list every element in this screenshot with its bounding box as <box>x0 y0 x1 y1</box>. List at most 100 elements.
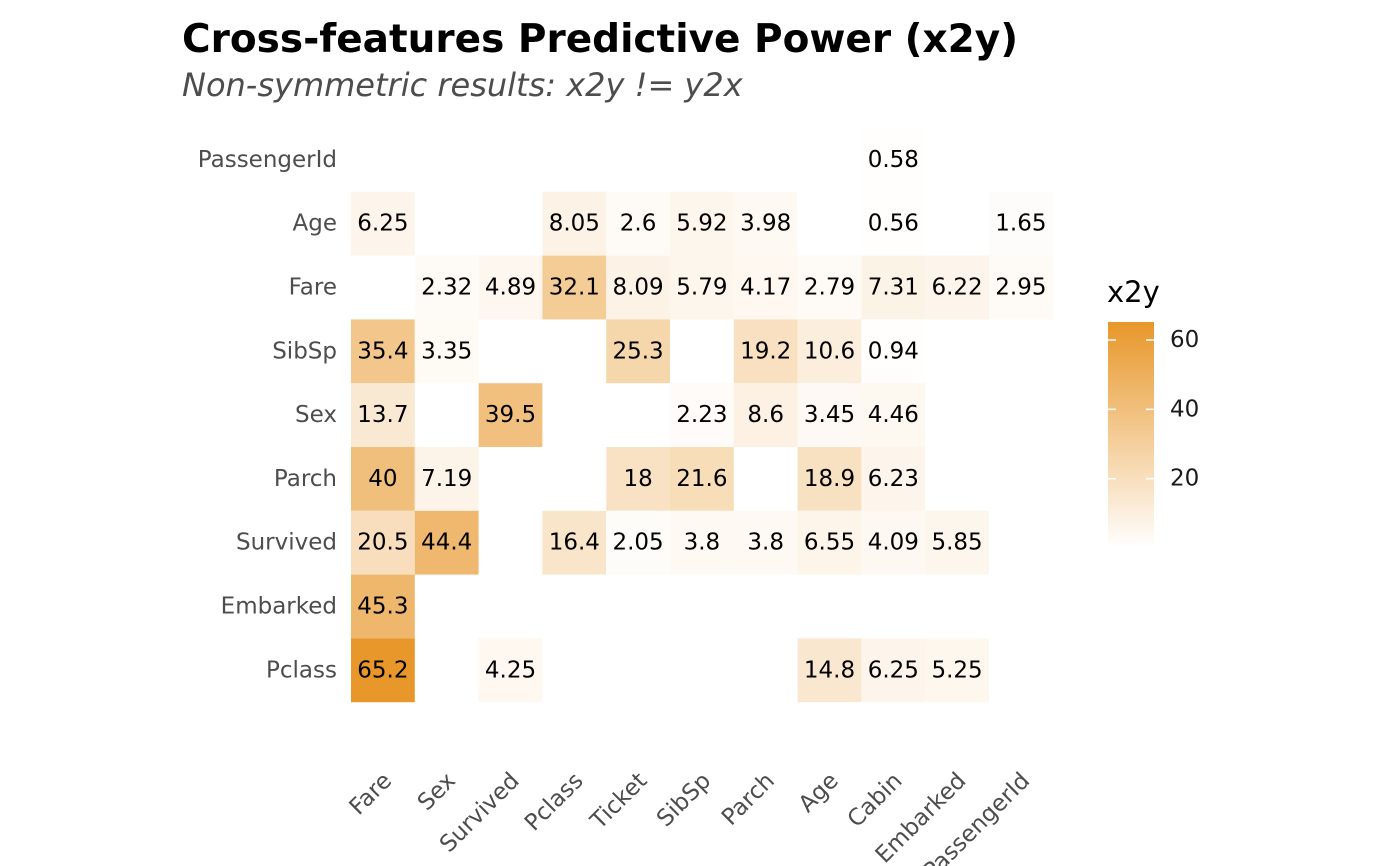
heatmap-cell-value: 5.79 <box>676 275 727 301</box>
heatmap-cell-value: 7.31 <box>868 275 919 301</box>
heatmap-cell <box>606 319 670 384</box>
heatmap-cell-value: 19.2 <box>740 338 791 364</box>
y-axis-tick-label: Embarked <box>221 594 337 620</box>
heatmap-cell-value: 4.46 <box>868 402 919 428</box>
heatmap-cell <box>861 255 926 320</box>
heatmap-cell <box>351 383 415 447</box>
heatmap-cell-value: 40 <box>368 466 397 492</box>
y-axis-tick-label: Parch <box>274 466 337 492</box>
heatmap-cell <box>670 255 734 320</box>
heatmap-cell-value: 18 <box>623 466 652 492</box>
heatmap-cell-labels: 0.58 6.25 8.05 2.6 5.92 3.98 0.56 1.65 2.32 4.89 3… <box>357 147 1046 683</box>
heatmap-cell-value: 4.09 <box>868 530 919 556</box>
heatmap-cell-value: 3.45 <box>804 402 855 428</box>
heatmap-cell <box>925 255 989 320</box>
heatmap-cell <box>797 638 862 703</box>
heatmap-cell <box>797 383 862 447</box>
legend-tick-label: 60 <box>1170 327 1199 353</box>
legend-colorbar <box>1108 322 1154 548</box>
heatmap-cell <box>670 383 734 447</box>
x-axis-tick-label: Sex <box>413 768 461 816</box>
heatmap-cell <box>606 255 670 320</box>
x-axis-tick-label: Ticket <box>585 768 652 835</box>
heatmap-cell-value: 4.17 <box>740 275 791 301</box>
heatmap-cell-value: 32.1 <box>549 275 600 301</box>
heatmap-cell-value: 6.25 <box>868 657 919 683</box>
heatmap-cell-value: 8.05 <box>549 211 600 237</box>
chart-subtitle: Non-symmetric results: x2y != y2x <box>182 66 744 104</box>
legend-title: x2y <box>1107 275 1160 309</box>
heatmap-cell <box>797 255 862 320</box>
y-axis-tick-label: Pclass <box>266 657 337 683</box>
heatmap-cell-value: 10.6 <box>804 338 855 364</box>
heatmap-cell-value: 20.5 <box>357 530 408 556</box>
heatmap-cell-value: 3.8 <box>684 530 721 556</box>
heatmap-cell <box>478 638 543 703</box>
heatmap-cell <box>861 319 926 384</box>
y-axis-tick-label: SibSp <box>272 338 337 364</box>
heatmap-cell-value: 3.35 <box>421 338 472 364</box>
heatmap-cell <box>925 638 989 703</box>
heatmap-cell <box>861 191 926 256</box>
heatmap-cell-value: 2.6 <box>620 211 657 237</box>
x-axis-tick-label: Fare <box>345 768 398 821</box>
x-axis-tick-label: Pclass <box>520 768 589 837</box>
color-legend: x2y 20 40 60 <box>1107 275 1199 548</box>
heatmap-cell-value: 65.2 <box>357 657 408 683</box>
heatmap-cell-value: 45.3 <box>357 594 408 620</box>
y-axis-tick-label: Survived <box>236 530 337 556</box>
heatmap-cell <box>861 383 926 447</box>
heatmap-cell-value: 0.58 <box>868 147 919 173</box>
heatmap-cell <box>542 510 607 575</box>
heatmap-cell-value: 21.6 <box>676 466 727 492</box>
heatmap-cell-value: 14.8 <box>804 657 855 683</box>
x-axis-tick-label: Parch <box>717 768 780 831</box>
heatmap-cell <box>989 191 1053 256</box>
y-axis-tick-label: Age <box>293 211 337 237</box>
heatmap-cell <box>733 191 798 256</box>
heatmap-cell-value: 6.23 <box>868 466 919 492</box>
heatmap-cell <box>861 447 926 511</box>
heatmap-cells <box>351 128 1053 703</box>
heatmap-cell-value: 2.23 <box>676 402 727 428</box>
heatmap-cell <box>351 319 415 384</box>
heatmap-cell-value: 2.95 <box>995 275 1046 301</box>
heatmap-cell <box>351 510 415 575</box>
heatmap-cell <box>606 510 670 575</box>
heatmap-cell-value: 2.05 <box>612 530 663 556</box>
heatmap-cell <box>733 510 798 575</box>
heatmap-cell <box>351 191 415 256</box>
heatmap-cell <box>478 255 543 320</box>
heatmap-cell <box>797 510 862 575</box>
legend-tick-label: 20 <box>1170 466 1199 492</box>
x-axis-tick-label: SibSp <box>652 768 716 832</box>
heatmap-cell <box>733 383 798 447</box>
heatmap-cell <box>925 510 989 575</box>
y-axis-tick-label: PassengerId <box>198 147 337 173</box>
heatmap-cell <box>414 319 479 384</box>
heatmap-cell-value: 5.25 <box>931 657 982 683</box>
heatmap-cell <box>797 447 862 511</box>
legend-tick-label: 40 <box>1170 396 1199 422</box>
heatmap-cell-value: 8.09 <box>612 275 663 301</box>
heatmap-cell-value: 4.25 <box>485 657 536 683</box>
heatmap-cell-value: 39.5 <box>485 402 536 428</box>
heatmap-cell <box>351 574 415 639</box>
heatmap-cell <box>351 447 415 511</box>
heatmap-cell <box>414 255 479 320</box>
heatmap-cell <box>861 128 926 192</box>
heatmap-cell <box>670 191 734 256</box>
heatmap-cell-value: 44.4 <box>421 530 472 556</box>
heatmap-cell <box>351 638 415 703</box>
heatmap-cell-value: 35.4 <box>357 338 408 364</box>
heatmap-cell-value: 0.56 <box>868 211 919 237</box>
heatmap-cell <box>797 319 862 384</box>
heatmap-cell <box>542 191 607 256</box>
heatmap-cell-value: 0.94 <box>868 338 919 364</box>
heatmap-cell <box>989 255 1053 320</box>
heatmap-cell-value: 8.6 <box>747 402 784 428</box>
heatmap-cell-value: 4.89 <box>485 275 536 301</box>
heatmap-cell-value: 5.92 <box>676 211 727 237</box>
y-axis-tick-labels: PassengerId Age Fare SibSp Sex Parch Survived E… <box>198 147 337 683</box>
